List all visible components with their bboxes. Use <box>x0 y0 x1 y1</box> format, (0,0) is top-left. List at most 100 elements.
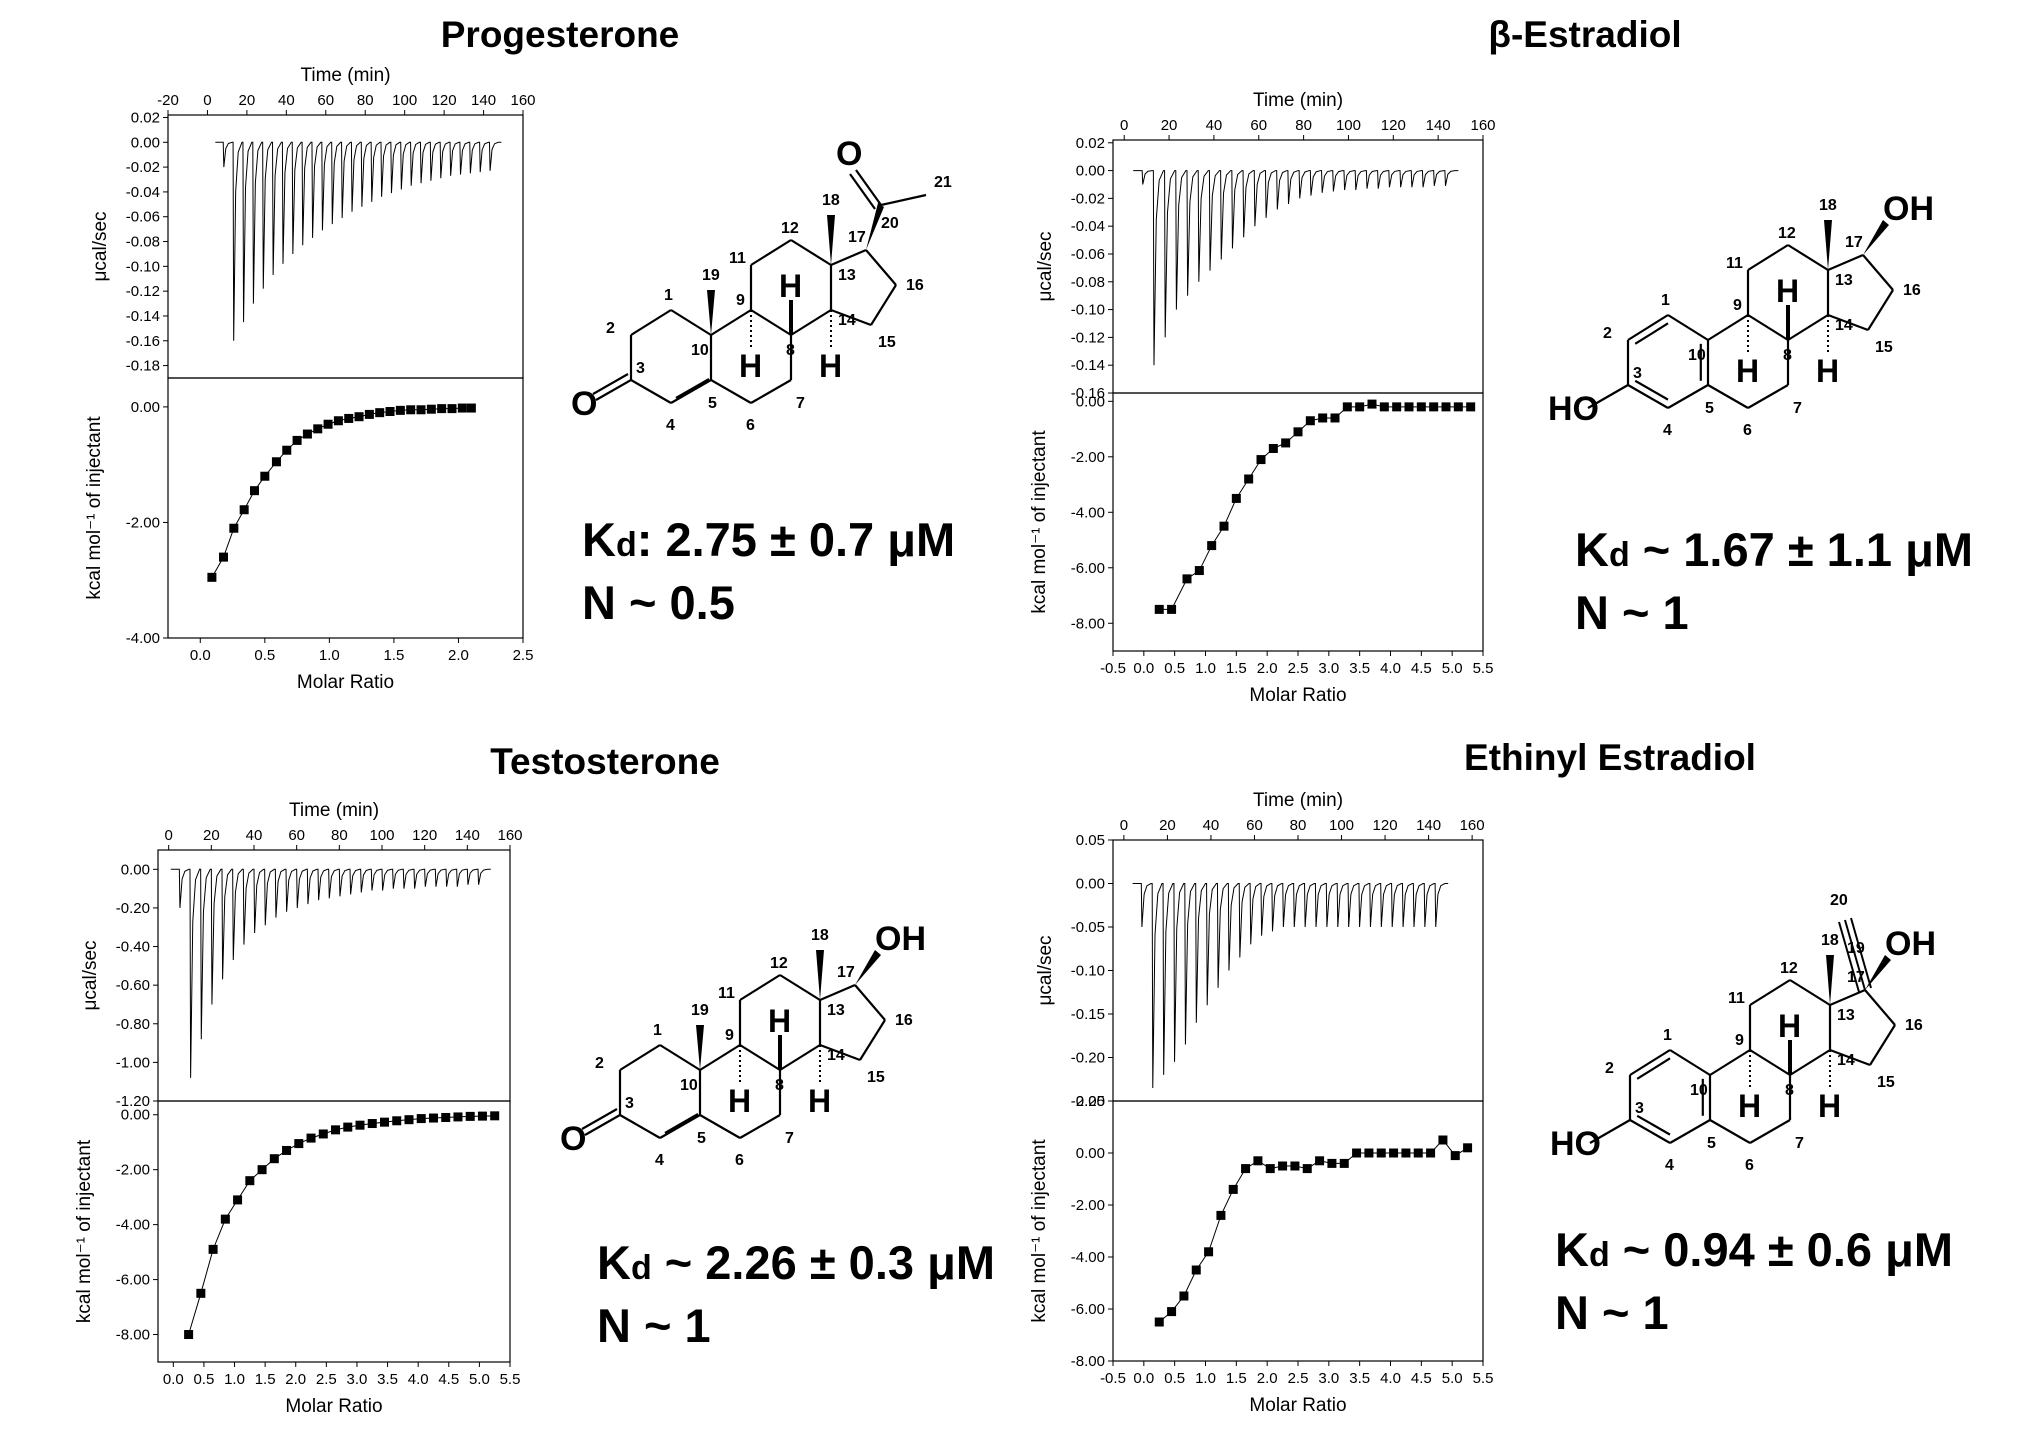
bottom-x-tick-label: 4.0 <box>408 1371 429 1388</box>
data-point <box>1244 474 1254 484</box>
data-point <box>1253 1156 1263 1166</box>
bottom-x-tick-label: 1.0 <box>1195 1370 1216 1387</box>
bottom-x-tick-label: 3.0 <box>1318 1370 1339 1387</box>
top-y-tick-label: -0.80 <box>116 1016 150 1033</box>
top-x-tick-label: 160 <box>1460 817 1485 834</box>
data-point <box>1182 574 1192 584</box>
bond <box>819 983 856 1002</box>
bond <box>1747 384 1789 409</box>
data-point <box>1154 1317 1164 1327</box>
panel-title-progesterone: Progesterone <box>440 14 680 55</box>
atom-number: 16 <box>1905 1017 1923 1034</box>
top-x-tick-label: 160 <box>510 92 535 109</box>
bottom-x-tick-label: 1.0 <box>319 647 340 664</box>
top-x-tick-label: 160 <box>497 827 522 844</box>
bottom-x-tick-label: 2.0 <box>285 1371 306 1388</box>
bottom-x-tick-label: 5.5 <box>500 1371 521 1388</box>
data-point <box>323 419 333 429</box>
atom-number: 13 <box>1835 272 1853 289</box>
hydrogen-label: H <box>808 1083 831 1119</box>
bottom-x-tick-label: 2.5 <box>316 1371 337 1388</box>
data-point <box>1339 1158 1349 1168</box>
bottom-x-tick-label: 4.0 <box>1380 1370 1401 1387</box>
bond <box>1709 1119 1751 1144</box>
data-point <box>260 471 270 481</box>
atom-number: 12 <box>1780 960 1798 977</box>
top-x-tick-label: 60 <box>1250 117 1267 134</box>
data-point <box>1256 455 1266 465</box>
bottom-y-tick-label: 0.00 <box>1076 393 1105 410</box>
bottom-x-tick-label: 0.0 <box>190 647 211 664</box>
bottom-x-tick-label: 2.0 <box>1257 1370 1278 1387</box>
atom-number: 3 <box>636 360 645 377</box>
bottom-x-tick-label: 0.0 <box>163 1371 184 1388</box>
atom-number: 10 <box>691 342 709 359</box>
data-point <box>313 424 323 434</box>
bottom-x-tick-label: 1.5 <box>1226 1370 1247 1387</box>
data-point <box>1342 402 1352 412</box>
top-x-tick-label: 140 <box>471 92 496 109</box>
top-x-tick-label: 40 <box>1203 817 1220 834</box>
atom-number: 12 <box>770 955 788 972</box>
data-point <box>416 405 426 415</box>
atom-number: 7 <box>1793 400 1802 417</box>
data-point <box>1219 521 1229 531</box>
atom-number: 8 <box>1785 1082 1794 1099</box>
bottom-y-tick-label: 0.00 <box>1076 1145 1105 1162</box>
atom-number: 19 <box>1847 940 1865 957</box>
top-y-tick-label: -0.10 <box>1071 302 1105 319</box>
bond <box>1749 1119 1791 1144</box>
top-x-tick-label: -20 <box>157 92 179 109</box>
bond <box>1707 384 1749 409</box>
raw-thermogram-line <box>1133 170 1459 366</box>
data-point <box>229 523 239 533</box>
atom-number: 17 <box>837 964 855 981</box>
atom-number: 9 <box>1735 1032 1744 1049</box>
top-x-tick-label: 60 <box>288 827 305 844</box>
data-point <box>249 486 259 496</box>
data-point <box>1463 1143 1473 1153</box>
data-point <box>447 404 457 414</box>
double-bond <box>675 378 710 399</box>
bond <box>710 379 752 404</box>
data-point <box>271 457 281 467</box>
atom-number: 4 <box>666 417 675 434</box>
bond <box>1589 1119 1631 1144</box>
top-y-tick-label: -0.16 <box>126 333 160 350</box>
oxygen-label: O <box>560 1120 586 1158</box>
top-y-tick-label: 0.00 <box>121 861 150 878</box>
atom-number: 14 <box>1835 317 1853 334</box>
top-y-tick-label: -0.12 <box>1071 329 1105 346</box>
methyl-wedge <box>816 950 824 1000</box>
bond <box>790 309 832 336</box>
bond <box>854 984 886 1021</box>
data-point <box>292 435 302 445</box>
data-point <box>1154 604 1164 614</box>
atom-number: 13 <box>1837 1007 1855 1024</box>
bottom-x-tick-label: 0.5 <box>254 647 275 664</box>
data-point <box>1204 1247 1214 1257</box>
bond <box>830 308 872 327</box>
data-point <box>1330 413 1340 423</box>
data-point <box>441 1112 451 1122</box>
top-y-tick-label: -0.06 <box>126 209 160 226</box>
n-line: N ~ 0.5 <box>582 576 735 629</box>
top-y-tick-label: -0.02 <box>1071 190 1105 207</box>
bottom-x-tick-label: 5.0 <box>469 1371 490 1388</box>
bottom-x-tick-label: 1.5 <box>1226 660 1247 677</box>
top-y-tick-label: -0.04 <box>126 184 160 201</box>
hydrogen-label: H <box>739 348 762 384</box>
alkyne-bond <box>1838 921 1860 993</box>
data-point <box>1450 1151 1460 1161</box>
bottom-x-tick-label: 2.5 <box>513 647 534 664</box>
top-x-tick-label: 80 <box>1295 117 1312 134</box>
hydroxyl-label: HO <box>1548 390 1599 428</box>
acetyl-wedge <box>866 203 884 250</box>
bond <box>849 173 876 210</box>
bond <box>699 1044 741 1071</box>
panel-title-testosterone: Testosterone <box>490 741 720 782</box>
atom-number: 19 <box>691 1002 709 1019</box>
data-point <box>196 1288 206 1298</box>
